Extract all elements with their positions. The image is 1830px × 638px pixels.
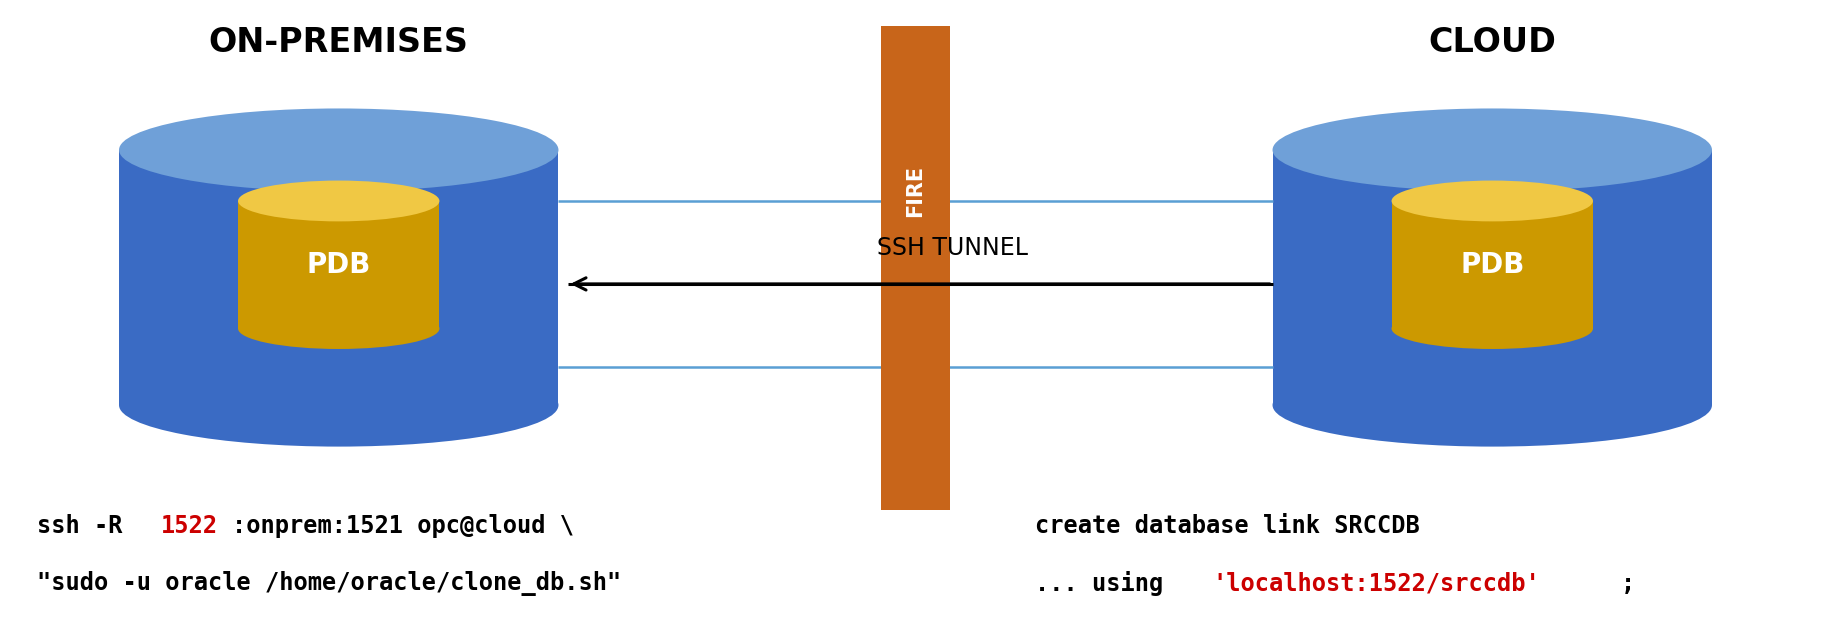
Text: ON-PREMISES: ON-PREMISES xyxy=(209,26,468,59)
Text: SSH TUNNEL: SSH TUNNEL xyxy=(877,235,1027,260)
Ellipse shape xyxy=(1272,364,1711,447)
Text: 'localhost:1522/srccdb': 'localhost:1522/srccdb' xyxy=(1211,572,1539,596)
Text: :onprem:1521 opc@cloud \: :onprem:1521 opc@cloud \ xyxy=(232,514,573,538)
Ellipse shape xyxy=(238,181,439,221)
Ellipse shape xyxy=(119,108,558,191)
Text: PDB: PDB xyxy=(1459,251,1524,279)
Text: create database link SRCCDB: create database link SRCCDB xyxy=(1034,514,1418,538)
Ellipse shape xyxy=(119,364,558,447)
Text: ssh -R: ssh -R xyxy=(37,514,135,538)
Ellipse shape xyxy=(238,308,439,349)
Text: DESTCDB: DESTCDB xyxy=(1415,468,1568,496)
Ellipse shape xyxy=(1272,108,1711,191)
Text: ... using: ... using xyxy=(1034,571,1177,597)
Text: ;: ; xyxy=(1620,572,1634,596)
Text: CLOUD: CLOUD xyxy=(1427,26,1556,59)
Bar xyxy=(1391,201,1592,329)
Text: "sudo -u oracle /home/oracle/clone_db.sh": "sudo -u oracle /home/oracle/clone_db.sh… xyxy=(37,571,620,597)
Ellipse shape xyxy=(1391,181,1592,221)
Text: 1522: 1522 xyxy=(161,514,218,538)
Bar xyxy=(238,201,439,329)
Ellipse shape xyxy=(1391,308,1592,349)
Bar xyxy=(119,150,558,405)
Bar xyxy=(1272,150,1711,405)
Text: PDB: PDB xyxy=(306,251,371,279)
Text: SRCCDB: SRCCDB xyxy=(273,468,404,496)
Text: FIRE: FIRE xyxy=(906,165,924,218)
Bar xyxy=(880,26,950,510)
